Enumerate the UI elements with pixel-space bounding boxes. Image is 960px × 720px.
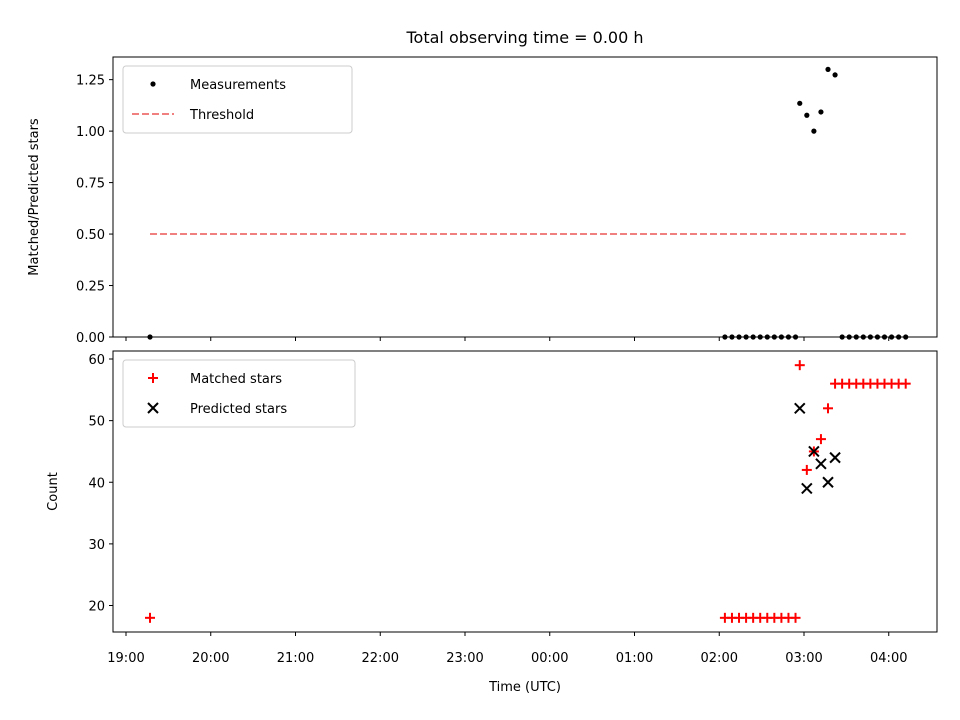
data-point (794, 402, 806, 415)
data-point (808, 445, 820, 458)
x-tick-label: 02:00 (701, 651, 738, 666)
marker-d2 (822, 476, 834, 488)
marker-d2 (808, 445, 820, 458)
legend-entry: Predicted stars (147, 402, 287, 417)
data-point (815, 458, 827, 470)
x-tick-label: 21:00 (277, 651, 314, 666)
data-point (822, 476, 834, 488)
y-tick-label: 60 (88, 353, 105, 368)
data-point (815, 434, 826, 445)
panel-count: 19:00 20:00 21:00 22:00 23:00 00:00 01:00 02:00… (46, 350, 938, 666)
axes-frame (112, 56, 938, 338)
legend-label: Measurements (190, 78, 286, 93)
y-tick-label: 30 (88, 538, 105, 553)
x-tick-label: 04:00 (870, 651, 907, 666)
data-point (818, 109, 824, 115)
y-tick-label: 20 (88, 600, 105, 615)
x-tick-label: 03:00 (785, 651, 822, 666)
legend: Matched stars Predicted stars (122, 359, 356, 428)
data-point (829, 451, 841, 464)
legend-label: Matched stars (190, 372, 282, 387)
marker-d2 (829, 451, 841, 464)
legend-entry: Matched stars (148, 372, 282, 387)
data-point (823, 403, 834, 414)
legend-box (122, 359, 356, 428)
y-tick-label: 50 (88, 415, 105, 430)
y-axis-title: Matched/Predicted stars (27, 118, 42, 276)
y-tick-label: 0.50 (76, 228, 105, 243)
legend-box (122, 65, 353, 134)
x-tick-label: 22:00 (362, 651, 399, 666)
data-point (832, 72, 838, 78)
legend-label: Predicted stars (190, 402, 287, 417)
y-tick-label: 0.25 (76, 280, 105, 295)
legend-entry: Measurements (150, 78, 286, 93)
y-tick-label: 40 (88, 476, 105, 491)
data-point (801, 482, 813, 495)
chart-title: Total observing time = 0.00 h (405, 28, 643, 47)
data-point (811, 128, 817, 134)
x-tick-label: 01:00 (616, 651, 653, 666)
data-point (900, 378, 911, 389)
marker-d2 (794, 402, 806, 415)
legend-swatch (150, 81, 156, 87)
y-tick-label: 1.00 (76, 125, 105, 140)
legend-swatch (147, 402, 159, 414)
y-tick-label: 0.00 (76, 331, 105, 346)
legend-entry: Threshold (132, 108, 254, 123)
y-tick-label: 1.25 (76, 74, 105, 89)
legend: Measurements Threshold (122, 65, 353, 134)
series-matched-stars (145, 360, 911, 623)
y-axis-title: Count (46, 472, 61, 511)
data-point (145, 612, 156, 623)
data-point (825, 66, 831, 72)
panel-ratio: 0.00 0.25 0.50 0.75 1.00 1.25 Matched/Predicte… (27, 56, 938, 346)
marker-d2 (801, 482, 813, 495)
x-tick-label: 19:00 (107, 651, 144, 666)
data-point (790, 612, 801, 623)
data-point (797, 100, 803, 106)
data-point (794, 360, 805, 371)
x-tick-label: 23:00 (446, 651, 483, 666)
legend-label: Threshold (189, 108, 254, 123)
data-point (801, 464, 812, 475)
series-predicted-stars (794, 402, 841, 495)
x-tick-label: 20:00 (192, 651, 229, 666)
x-tick-label: 00:00 (531, 651, 568, 666)
marker-d2 (815, 458, 827, 470)
x-axis-title: Time (UTC) (488, 680, 561, 695)
data-point (804, 112, 810, 118)
y-tick-label: 0.75 (76, 177, 105, 192)
axes-frame (112, 350, 938, 633)
